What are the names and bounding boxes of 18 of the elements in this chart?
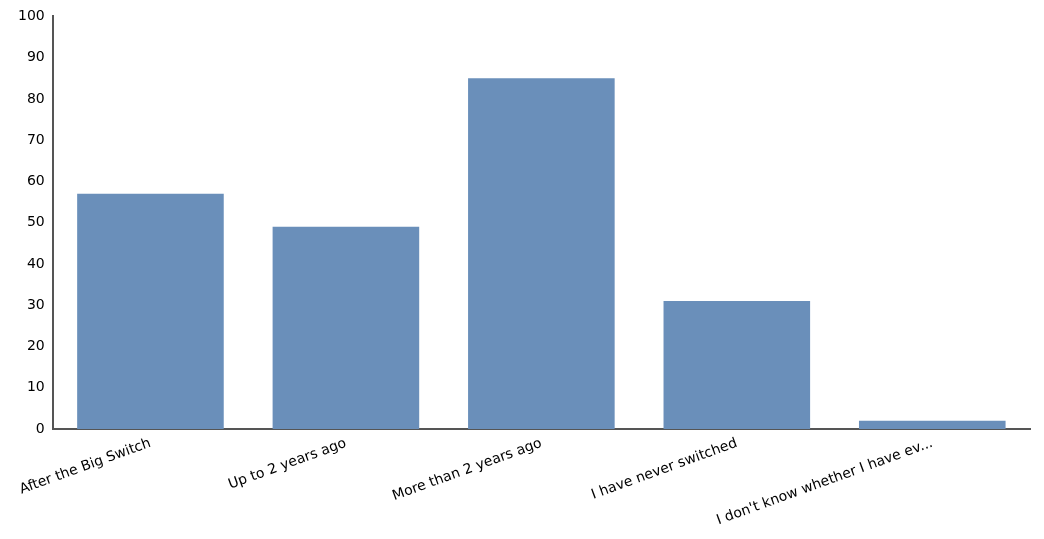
bar (468, 78, 615, 429)
y-tick-label: 40 (26, 254, 45, 271)
y-tick-label: 10 (26, 378, 45, 395)
bar (77, 193, 224, 429)
bar (272, 226, 420, 429)
y-tick-label: 80 (26, 89, 45, 106)
x-tick-label: Up to 2 years ago (225, 434, 349, 492)
y-tick-label: 0 (35, 419, 45, 436)
y-tick-label: 20 (26, 337, 45, 354)
bar (858, 420, 1006, 429)
x-tick-label: More than 2 years ago (389, 434, 544, 504)
y-tick-label: 70 (26, 130, 45, 147)
y-tick-label: 60 (26, 172, 45, 189)
y-tick-label: 90 (26, 48, 45, 65)
bar (663, 301, 811, 429)
y-tick-label: 30 (26, 295, 45, 312)
y-tick-label: 100 (17, 7, 45, 24)
y-tick-label: 50 (26, 213, 45, 230)
